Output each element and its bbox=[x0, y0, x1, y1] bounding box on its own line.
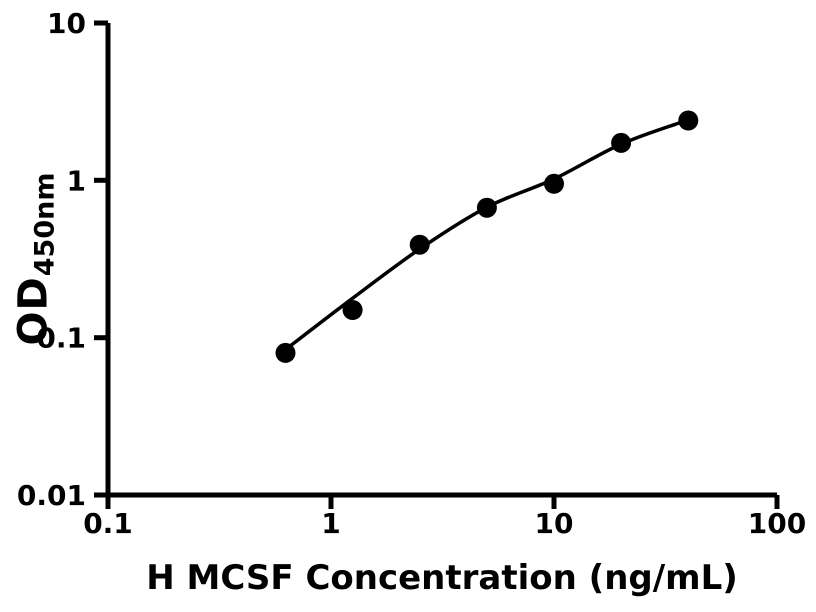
y-tick-label: 0.1 bbox=[36, 322, 86, 355]
x-axis-title: H MCSF Concentration (ng/mL) bbox=[146, 558, 738, 598]
data-point bbox=[544, 173, 564, 194]
y-axis-title-main: OD bbox=[10, 276, 57, 346]
data-point bbox=[342, 300, 363, 320]
data-point bbox=[611, 132, 632, 153]
data-point bbox=[275, 342, 296, 363]
x-tick-label: 1 bbox=[321, 507, 340, 540]
x-tick-label: 10 bbox=[535, 507, 574, 540]
data-point bbox=[409, 234, 430, 255]
y-axis-title-subscript: 450nm bbox=[29, 172, 61, 277]
axes-spine bbox=[105, 23, 777, 498]
data-point bbox=[476, 197, 497, 218]
y-tick-label: 1 bbox=[67, 164, 86, 197]
y-axis-title: OD450nm bbox=[10, 172, 61, 346]
data-point bbox=[678, 110, 699, 131]
y-tick-label: 0.01 bbox=[17, 479, 86, 512]
y-tick-label: 10 bbox=[47, 7, 86, 40]
x-tick-label: 100 bbox=[748, 507, 806, 540]
x-tick-label: 0.1 bbox=[83, 507, 133, 540]
